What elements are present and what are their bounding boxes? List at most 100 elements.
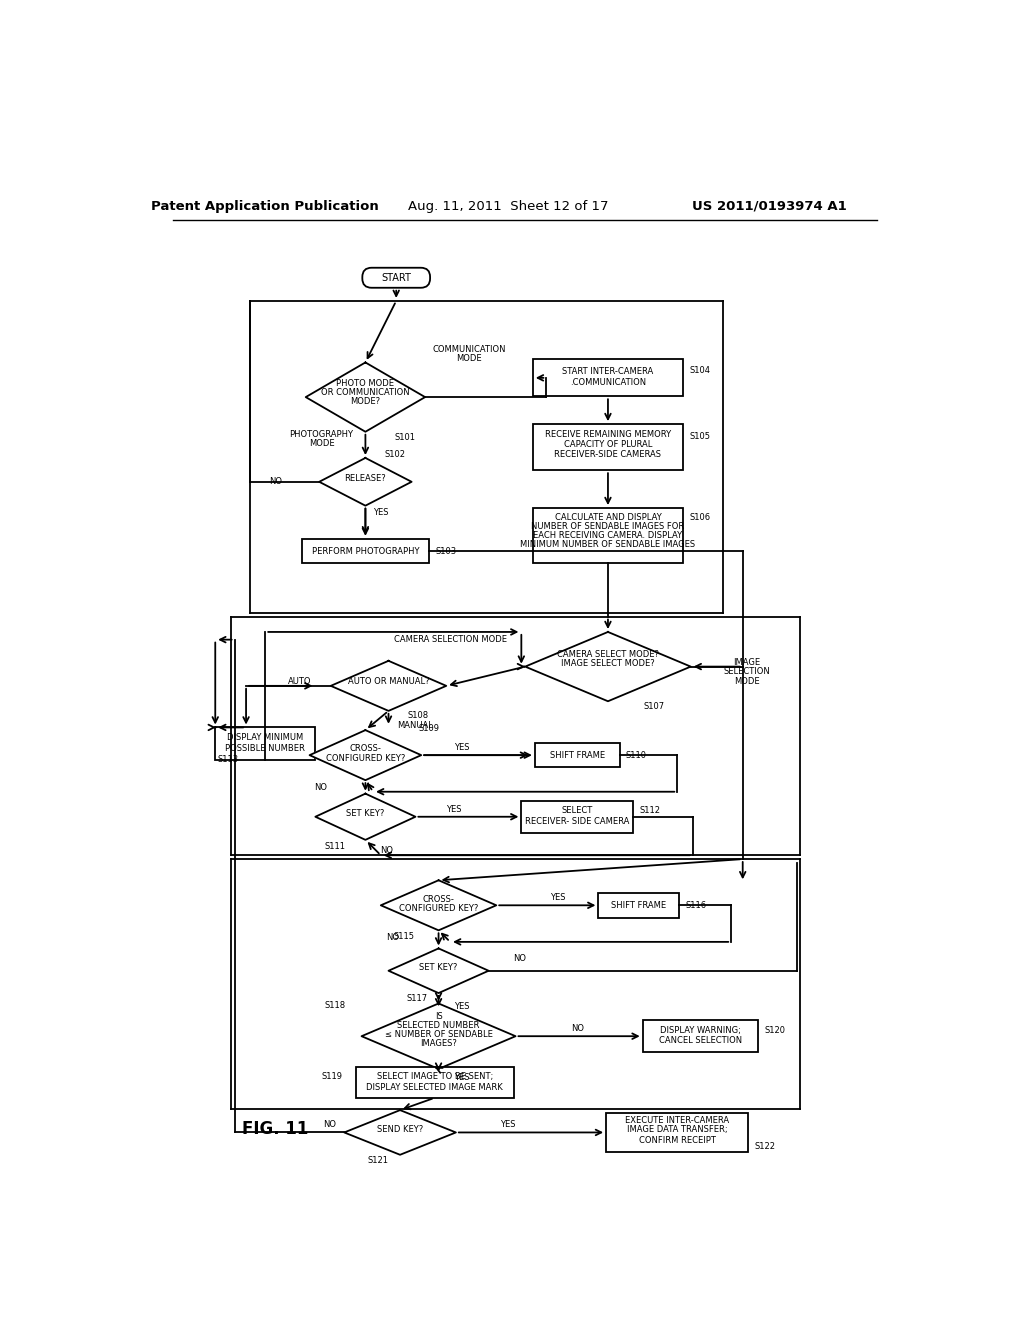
Text: IMAGE SELECT MODE?: IMAGE SELECT MODE? [561, 659, 654, 668]
Text: CROSS-: CROSS- [423, 895, 455, 904]
Polygon shape [381, 880, 497, 931]
Text: DISPLAY MINIMUM: DISPLAY MINIMUM [227, 733, 303, 742]
Text: IMAGE DATA TRANSFER;: IMAGE DATA TRANSFER; [627, 1125, 728, 1134]
Polygon shape [309, 730, 421, 780]
Text: PHOTOGRAPHY: PHOTOGRAPHY [290, 429, 353, 438]
Text: S117: S117 [407, 994, 428, 1003]
Text: SET KEY?: SET KEY? [420, 964, 458, 972]
Text: S103: S103 [435, 546, 457, 556]
Text: RELEASE?: RELEASE? [344, 474, 386, 483]
Text: US 2011/0193974 A1: US 2011/0193974 A1 [692, 199, 847, 213]
FancyBboxPatch shape [521, 800, 633, 833]
Text: RECEIVER-SIDE CAMERAS: RECEIVER-SIDE CAMERAS [554, 450, 662, 459]
FancyBboxPatch shape [598, 892, 679, 917]
Text: CAPACITY OF PLURAL: CAPACITY OF PLURAL [564, 440, 652, 449]
Polygon shape [388, 948, 488, 993]
Text: MANUAL: MANUAL [397, 722, 433, 730]
Text: MODE: MODE [734, 677, 760, 685]
FancyBboxPatch shape [643, 1020, 758, 1052]
Text: SELECT: SELECT [561, 807, 593, 814]
Text: YES: YES [454, 743, 469, 752]
Text: S119: S119 [322, 1072, 342, 1081]
Text: CALCULATE AND DISPLAY: CALCULATE AND DISPLAY [555, 512, 662, 521]
Polygon shape [319, 458, 412, 506]
Text: CONFIGURED KEY?: CONFIGURED KEY? [399, 904, 478, 913]
Text: S105: S105 [689, 432, 711, 441]
Text: NO: NO [381, 846, 393, 855]
Text: S106: S106 [689, 512, 711, 521]
Text: S108: S108 [408, 710, 428, 719]
Text: S115: S115 [393, 932, 415, 941]
FancyBboxPatch shape [532, 424, 683, 470]
Polygon shape [315, 793, 416, 840]
FancyBboxPatch shape [606, 1113, 749, 1151]
Text: AUTO: AUTO [288, 677, 311, 685]
Text: YES: YES [373, 508, 388, 517]
Text: MODE: MODE [457, 354, 482, 363]
Text: Patent Application Publication: Patent Application Publication [152, 199, 379, 213]
Text: MINIMUM NUMBER OF SENDABLE IMAGES: MINIMUM NUMBER OF SENDABLE IMAGES [520, 540, 695, 549]
Text: SELECT IMAGE TO BE SENT;: SELECT IMAGE TO BE SENT; [377, 1072, 493, 1081]
Text: START INTER-CAMERA: START INTER-CAMERA [562, 367, 653, 376]
Text: S109: S109 [418, 723, 439, 733]
FancyBboxPatch shape [535, 743, 620, 767]
Text: S112: S112 [639, 807, 660, 814]
Text: ≤ NUMBER OF SENDABLE: ≤ NUMBER OF SENDABLE [385, 1030, 493, 1039]
Text: YES: YES [500, 1121, 516, 1129]
Text: NO: NO [314, 783, 328, 792]
Text: EXECUTE INTER-CAMERA: EXECUTE INTER-CAMERA [626, 1115, 729, 1125]
Text: Aug. 11, 2011  Sheet 12 of 17: Aug. 11, 2011 Sheet 12 of 17 [408, 199, 608, 213]
FancyBboxPatch shape [355, 1067, 514, 1098]
Text: S118: S118 [324, 1001, 345, 1010]
Text: .COMMUNICATION: .COMMUNICATION [570, 378, 646, 387]
Text: NO: NO [386, 933, 399, 942]
Text: AUTO OR MANUAL?: AUTO OR MANUAL? [348, 677, 429, 685]
Text: NO: NO [570, 1024, 584, 1034]
Text: IMAGES?: IMAGES? [420, 1039, 457, 1048]
Text: IMAGE: IMAGE [733, 659, 760, 667]
Text: S120: S120 [764, 1026, 785, 1035]
Text: EACH RECEIVING CAMERA. DISPLAY: EACH RECEIVING CAMERA. DISPLAY [534, 531, 683, 540]
Text: YES: YES [454, 1002, 469, 1011]
Text: CAMERA SELECT MODE?: CAMERA SELECT MODE? [557, 649, 659, 659]
Text: NUMBER OF SENDABLE IMAGES FOR: NUMBER OF SENDABLE IMAGES FOR [531, 521, 685, 531]
Text: S111: S111 [325, 842, 345, 850]
Polygon shape [361, 1003, 515, 1069]
Text: S116: S116 [685, 900, 707, 909]
Text: SEND KEY?: SEND KEY? [377, 1125, 423, 1134]
Text: NO: NO [269, 478, 282, 486]
FancyBboxPatch shape [215, 727, 315, 760]
Text: SHIFT FRAME: SHIFT FRAME [611, 900, 667, 909]
FancyBboxPatch shape [532, 359, 683, 396]
Text: S102: S102 [384, 450, 406, 458]
Text: RECEIVER- SIDE CAMERA: RECEIVER- SIDE CAMERA [525, 817, 630, 826]
Polygon shape [331, 661, 446, 711]
Text: CONFIGURED KEY?: CONFIGURED KEY? [326, 754, 406, 763]
Text: YES: YES [550, 894, 565, 902]
Text: CANCEL SELECTION: CANCEL SELECTION [658, 1036, 742, 1045]
Text: SHIFT FRAME: SHIFT FRAME [550, 751, 605, 759]
Polygon shape [525, 632, 691, 701]
Text: DISPLAY SELECTED IMAGE MARK: DISPLAY SELECTED IMAGE MARK [367, 1082, 503, 1092]
Polygon shape [306, 363, 425, 432]
Text: S101: S101 [395, 433, 416, 442]
FancyBboxPatch shape [302, 539, 429, 564]
Text: CROSS-: CROSS- [349, 744, 381, 754]
Text: SET KEY?: SET KEY? [346, 809, 385, 818]
Text: CONFIRM RECEIPT: CONFIRM RECEIPT [639, 1135, 716, 1144]
Text: SELECTED NUMBER: SELECTED NUMBER [397, 1020, 480, 1030]
Text: PERFORM PHOTOGRAPHY: PERFORM PHOTOGRAPHY [311, 546, 419, 556]
Text: MODE?: MODE? [350, 397, 381, 407]
Text: RECEIVE REMAINING MEMORY: RECEIVE REMAINING MEMORY [545, 430, 671, 440]
Text: FIG. 11: FIG. 11 [243, 1119, 308, 1138]
Text: OR COMMUNICATION: OR COMMUNICATION [322, 388, 410, 397]
Text: NO: NO [323, 1121, 336, 1129]
Text: S122: S122 [755, 1142, 775, 1151]
Text: S113: S113 [217, 755, 239, 763]
Text: START: START [381, 273, 412, 282]
FancyBboxPatch shape [532, 508, 683, 564]
Text: S107: S107 [644, 702, 665, 711]
Text: YES: YES [446, 805, 462, 813]
Text: IS: IS [434, 1011, 442, 1020]
Text: S121: S121 [368, 1156, 389, 1164]
